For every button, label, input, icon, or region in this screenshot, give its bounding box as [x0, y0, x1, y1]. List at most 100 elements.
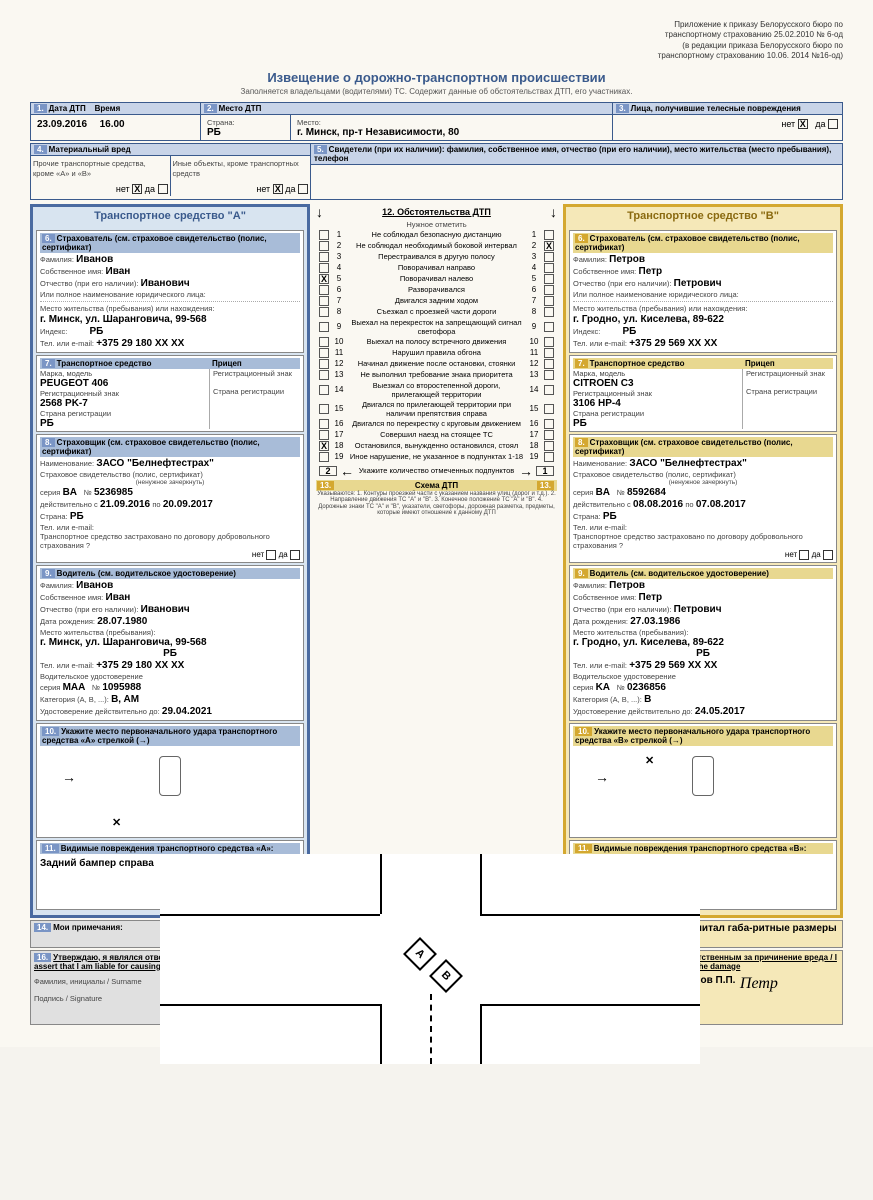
row2: 4.Материальный вред Прочие транспортные …: [30, 143, 843, 200]
circ-b-18[interactable]: [544, 441, 554, 451]
a-surname: Иванов: [76, 254, 113, 265]
b-dob: 27.03.1986: [630, 616, 680, 627]
injuries-no-checkbox[interactable]: X: [798, 119, 808, 129]
circ-row-9: 9Выехал на перекресток на запрещающий си…: [316, 318, 557, 336]
circ-b-12[interactable]: [544, 359, 554, 369]
count-a: 2: [319, 466, 337, 476]
country: РБ: [207, 127, 221, 138]
circ-row-14: 14Выезжал со второстепенной дороги, прил…: [316, 381, 557, 399]
count-b: 1: [536, 466, 554, 476]
s4-r-no[interactable]: X: [273, 184, 283, 194]
s4-l-yes[interactable]: [158, 184, 168, 194]
circ-b-8[interactable]: [544, 307, 554, 317]
circ-a-6[interactable]: [319, 285, 329, 295]
vehicle-a-title: Транспортное средство "А": [33, 207, 307, 225]
circ-row-4: 4Поворачивал направо4: [316, 263, 557, 273]
circ-a-4[interactable]: [319, 263, 329, 273]
b-surname: Петров: [609, 254, 645, 265]
car-a-marker: A: [403, 937, 437, 971]
circ-row-6: 6Разворачивался6: [316, 285, 557, 295]
circ-a-11[interactable]: [319, 348, 329, 358]
circ-a-5[interactable]: X: [319, 274, 329, 284]
circ-b-11[interactable]: [544, 348, 554, 358]
a-lic-no: 1095988: [102, 682, 141, 693]
circ-a-16[interactable]: [319, 419, 329, 429]
circ-row-13: 13Не выполнил требование знака приоритет…: [316, 370, 557, 380]
s4-l-no[interactable]: X: [132, 184, 142, 194]
car-a-icon: [159, 756, 181, 796]
circ-row-8: 8Съезжал с проезжей части дороги8: [316, 307, 557, 317]
circ-b-10[interactable]: [544, 337, 554, 347]
injuries-yes-checkbox[interactable]: [828, 119, 838, 129]
circ-a-7[interactable]: [319, 296, 329, 306]
circ-row-7: 7Двигался задним ходом7: [316, 296, 557, 306]
circ-row-17: 17Совершил наезд на стоящее ТС17: [316, 430, 557, 440]
circ-row-12: 12Начинал движение после остановки, стоя…: [316, 359, 557, 369]
circ-b-2[interactable]: X: [544, 241, 554, 251]
a-policy-no: 5236985: [94, 487, 133, 498]
circ-b-7[interactable]: [544, 296, 554, 306]
a-dob: 28.07.1980: [97, 616, 147, 627]
circ-a-10[interactable]: [319, 337, 329, 347]
circ-b-1[interactable]: [544, 230, 554, 240]
a-patronymic: Иванович: [141, 278, 190, 289]
circ-a-2[interactable]: [319, 241, 329, 251]
b-address: г. Гродно, ул. Киселева, 89-622: [573, 314, 833, 325]
circ-row-10: 10Выехал на полосу встречного движения10: [316, 337, 557, 347]
scheme-note: Указываются: 1. Контуры проезжей части с…: [316, 491, 557, 517]
b-insurer: ЗАСО "Белнефтестрах": [629, 458, 747, 469]
circ-b-15[interactable]: [544, 404, 554, 414]
circ-row-3: 3Перестраивался в другую полосу3: [316, 252, 557, 262]
a-address: г. Минск, ул. Шаранговича, 99-568: [40, 314, 300, 325]
circ-b-4[interactable]: [544, 263, 554, 273]
circ-b-17[interactable]: [544, 430, 554, 440]
circ-row-18: X18Остановился, вынужденно остановился, …: [316, 441, 557, 451]
circ-row-16: 16Двигался по перекрестку с круговым дви…: [316, 419, 557, 429]
vehicle-b-title: Транспортное средство "В": [566, 207, 840, 225]
car-b-marker: B: [429, 959, 463, 993]
circ-b-9[interactable]: [544, 322, 554, 332]
accident-notice-form: Приложение к приказу Белорусского бюро п…: [0, 0, 873, 1047]
a-tel: +375 29 180 XX XX: [96, 338, 184, 349]
vehicle-a-panel: Транспортное средство "А" 6.Страхователь…: [30, 204, 310, 918]
circ-b-6[interactable]: [544, 285, 554, 295]
form-title: Извещение о дорожно-транспортном происше…: [30, 70, 843, 85]
header-annex: Приложение к приказу Белорусского бюро п…: [30, 20, 843, 62]
circ-a-13[interactable]: [319, 370, 329, 380]
circ-row-5: X5Поворачивал налево5: [316, 274, 557, 284]
circ-b-13[interactable]: [544, 370, 554, 380]
b-make: CITROEN C3: [573, 378, 739, 389]
circ-b-5[interactable]: [544, 274, 554, 284]
a-name: Иван: [106, 266, 131, 277]
b-policy-no: 8592684: [627, 487, 666, 498]
form-subtitle: Заполняется владельцами (водителями) ТС.…: [30, 87, 843, 96]
circ-a-1[interactable]: [319, 230, 329, 240]
circ-a-14[interactable]: [319, 385, 329, 395]
place: г. Минск, пр-т Независимости, 80: [297, 127, 459, 138]
circ-a-15[interactable]: [319, 404, 329, 414]
circ-a-19[interactable]: [319, 452, 329, 462]
circ-a-8[interactable]: [319, 307, 329, 317]
circ-a-17[interactable]: [319, 430, 329, 440]
top-section: 1.Дата ДТП Время 23.09.2016 16.00 2.Мест…: [30, 102, 843, 141]
car-b-icon: [692, 756, 714, 796]
circ-b-19[interactable]: [544, 452, 554, 462]
circ-a-12[interactable]: [319, 359, 329, 369]
a-insurer: ЗАСО "Белнефтестрах": [96, 458, 214, 469]
s4-r-yes[interactable]: [298, 184, 308, 194]
circ-a-3[interactable]: [319, 252, 329, 262]
accident-scheme: A B: [160, 854, 700, 1064]
circ-row-2: 2Не соблюдал необходимый боковой интерва…: [316, 241, 557, 251]
accident-date: 23.09.2016: [37, 119, 87, 130]
circ-b-3[interactable]: [544, 252, 554, 262]
a-make: PEUGEOT 406: [40, 378, 206, 389]
b-reg: 3106 HP-4: [573, 398, 739, 409]
circ-row-19: 19Иное нарушение, не указанное в подпунк…: [316, 452, 557, 462]
circ-a-18[interactable]: X: [319, 441, 329, 451]
circ-a-9[interactable]: [319, 322, 329, 332]
a-reg: 2568 PK-7: [40, 398, 206, 409]
circ-b-14[interactable]: [544, 385, 554, 395]
circ-b-16[interactable]: [544, 419, 554, 429]
circ-row-15: 15Двигался по прилегающей территории при…: [316, 400, 557, 418]
accident-time: 16.00: [100, 119, 125, 130]
